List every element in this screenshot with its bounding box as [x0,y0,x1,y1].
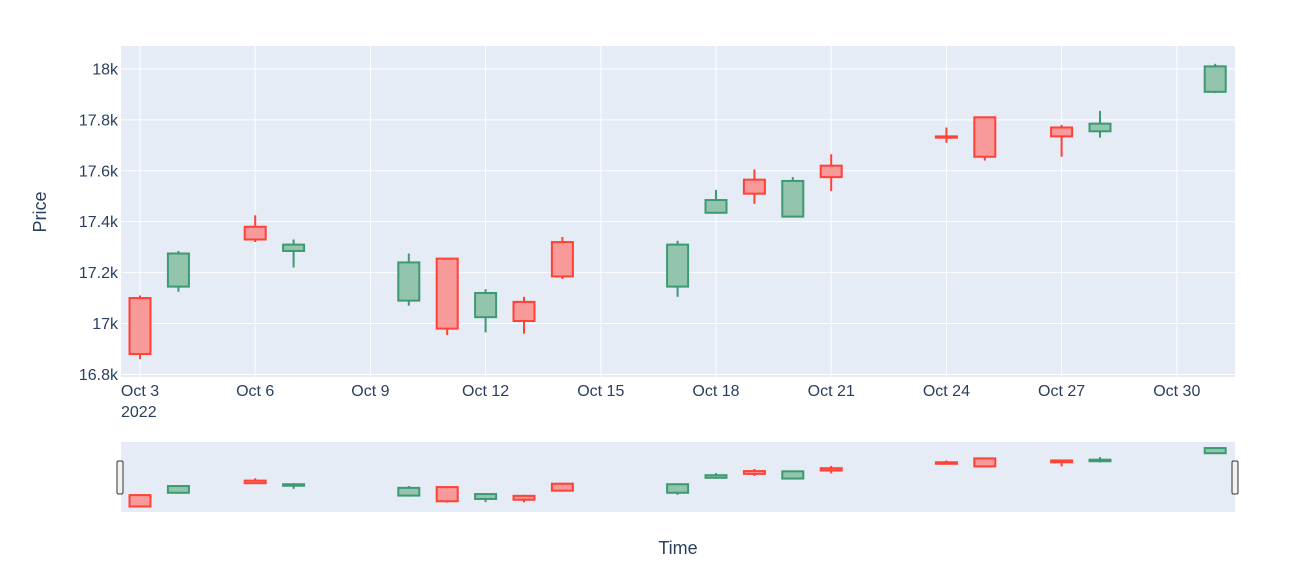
rangeslider-handle-right[interactable] [1231,460,1239,495]
candle-body [512,300,536,322]
candle-body [474,291,498,319]
y-tick-label: 16.8k [79,367,119,384]
x-axis-ticks: Oct 3 Oct 6 Oct 9 Oct 12 Oct 15 Oct 18 Oct 21 O… [121,383,1201,400]
mini-candle-body [781,470,805,480]
x-tick-label: Oct 15 [577,383,624,400]
x-tick-label: Oct 27 [1038,383,1085,400]
x-tick-label: Oct 24 [923,383,970,400]
candle-body [435,257,459,330]
y-tick-label: 18k [92,61,119,78]
rangeslider-handle-left[interactable] [116,460,124,495]
mini-candle-body [550,482,574,492]
y-tick-label: 17.4k [79,214,119,231]
mini-candle-body [1088,458,1112,463]
y-axis-title: Price [30,191,50,232]
mini-candle-body [474,493,498,500]
x-tick-label: Oct 21 [808,383,855,400]
mini-candle-body [397,486,421,497]
candle-body [1050,126,1074,138]
candle-body [934,135,958,139]
candle-body [1088,122,1112,133]
mini-candle-body [666,483,690,494]
candle-body [742,178,766,195]
y-tick-label: 17.8k [79,112,119,129]
candle-body [781,179,805,218]
candle-body [666,243,690,288]
candle-body [973,116,997,158]
candle-body [243,225,267,241]
x-tick-label: Oct 12 [462,383,509,400]
candle-body [704,199,728,214]
candle-body [550,241,574,278]
y-tick-label: 17.2k [79,265,119,282]
x-tick-label: Oct 6 [236,383,274,400]
x-axis-title: Time [658,538,697,558]
mini-candle-body [282,483,306,487]
candle-body [1203,65,1227,93]
mini-candle-body [243,479,267,485]
mini-candle-body [742,470,766,475]
candle-body [282,243,306,252]
rangeslider-candles [128,447,1227,508]
mini-candle-body [934,461,958,465]
candle-body [819,164,843,179]
mini-candle-body [512,494,536,501]
candle-body [128,297,152,356]
x-tick-label: Oct 18 [692,383,739,400]
mini-candle-body [1050,459,1074,464]
mini-candle-body [973,457,997,468]
x-tick-label: Oct 3 [121,383,159,400]
y-axis-ticks: 16.8k 17k 17.2k 17.4k 17.6k 17.8k 18k [79,61,119,384]
x-year-label: 2022 [121,404,157,421]
y-tick-label: 17k [92,316,119,333]
mini-candle-body [1203,447,1227,455]
rangeslider-background[interactable] [121,442,1235,512]
candles [128,63,1227,360]
x-tick-label: Oct 30 [1153,383,1200,400]
mini-candle-body [704,474,728,479]
candle-body [166,252,190,288]
mini-candle-body [128,494,152,508]
candle-body [397,261,421,302]
y-tick-label: 17.6k [79,163,119,180]
mini-candle-body [819,467,843,472]
plot-background [121,46,1235,377]
x-tick-label: Oct 9 [351,383,389,400]
mini-candle-body [166,485,190,494]
mini-candle-body [435,486,459,503]
